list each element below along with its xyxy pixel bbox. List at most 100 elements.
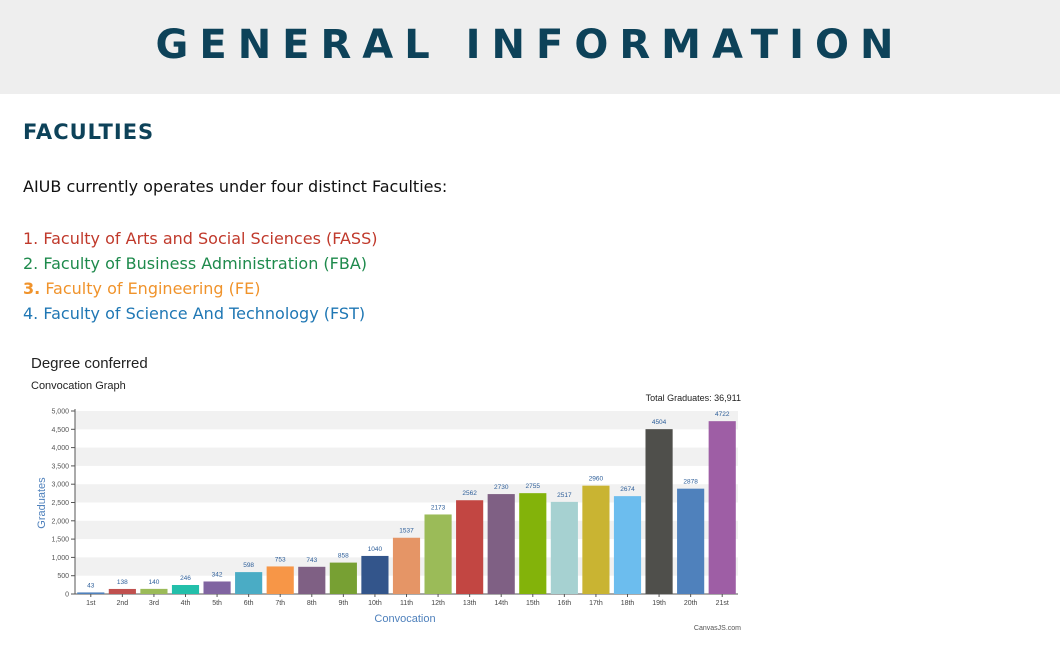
- bar: [487, 494, 515, 594]
- y-tick-label: 2,000: [51, 518, 69, 525]
- data-label: 2517: [557, 492, 572, 499]
- data-label: 1040: [368, 546, 383, 553]
- page-title: GENERAL INFORMATION: [155, 22, 905, 68]
- grid-band: [75, 484, 738, 503]
- x-axis-title: Convocation: [374, 613, 435, 625]
- y-tick-label: 1,500: [51, 537, 69, 544]
- x-tick-label: 4th: [181, 600, 191, 607]
- data-label: 743: [306, 557, 317, 564]
- faculty-list: 1. Faculty of Arts and Social Sciences (…: [23, 226, 377, 326]
- y-tick-label: 4,000: [51, 445, 69, 452]
- data-label: 342: [212, 571, 223, 578]
- data-label: 2755: [526, 483, 541, 490]
- data-label: 4722: [715, 411, 730, 418]
- chart-credit: CanvasJS.com: [694, 625, 741, 632]
- bar: [235, 572, 263, 594]
- x-tick-label: 5th: [212, 600, 222, 607]
- data-label: 2674: [620, 486, 635, 493]
- x-tick-label: 6th: [244, 600, 254, 607]
- x-tick-label: 1st: [86, 600, 95, 607]
- data-label: 2562: [462, 490, 477, 497]
- bar: [298, 566, 326, 594]
- bar: [645, 429, 673, 594]
- bar: [171, 584, 200, 594]
- x-tick-label: 13th: [463, 600, 477, 607]
- grid-band: [75, 411, 738, 430]
- faculty-name: Faculty of Business Administration (FBA): [43, 254, 368, 273]
- y-tick-label: 4,500: [51, 427, 69, 434]
- y-tick-label: 500: [57, 573, 69, 580]
- data-label: 2173: [431, 504, 446, 511]
- x-tick-label: 21st: [716, 600, 729, 607]
- x-tick-label: 12th: [431, 600, 445, 607]
- bar: [140, 588, 168, 594]
- faculty-number: 1.: [23, 229, 39, 248]
- bar: [108, 588, 136, 594]
- data-label: 138: [117, 579, 128, 586]
- section-title: FACULTIES: [23, 120, 155, 144]
- x-tick-label: 16th: [558, 600, 572, 607]
- data-label: 43: [87, 582, 95, 589]
- grid-band: [75, 447, 738, 466]
- data-label: 2960: [589, 476, 604, 483]
- y-tick-label: 3,500: [51, 463, 69, 470]
- x-tick-label: 15th: [526, 600, 540, 607]
- data-label: 4504: [652, 419, 667, 426]
- data-label: 140: [148, 579, 159, 586]
- x-tick-label: 8th: [307, 600, 317, 607]
- faculty-name: Faculty of Arts and Social Sciences (FAS…: [43, 229, 378, 248]
- y-tick-label: 5,000: [51, 409, 69, 416]
- bar: [677, 488, 705, 594]
- faculty-item: 2. Faculty of Business Administration (F…: [23, 251, 377, 276]
- x-tick-label: 3rd: [149, 600, 159, 607]
- x-tick-label: 2nd: [117, 600, 129, 607]
- data-label: 858: [338, 553, 349, 560]
- bar: [266, 566, 294, 594]
- bar: [613, 496, 642, 594]
- x-tick-label: 18th: [621, 600, 635, 607]
- faculty-item: 1. Faculty of Arts and Social Sciences (…: [23, 226, 377, 251]
- data-label: 246: [180, 575, 191, 582]
- faculty-number: 4.: [23, 304, 39, 323]
- header-banner: GENERAL INFORMATION: [0, 0, 1060, 94]
- y-axis-title: Graduates: [36, 477, 48, 529]
- bar: [361, 555, 389, 594]
- bar: [329, 562, 357, 594]
- faculty-number: 3.: [23, 279, 41, 298]
- data-label: 2878: [683, 479, 698, 486]
- y-tick-label: 1,000: [51, 555, 69, 562]
- x-tick-label: 17th: [589, 600, 603, 607]
- plot-area: 0 500 1,000 1,500 2,000 2,500 3,000 3,500 4,000 4…: [51, 409, 738, 607]
- bar: [519, 493, 547, 594]
- data-label: 1537: [399, 528, 414, 535]
- intro-text: AIUB currently operates under four disti…: [23, 177, 448, 196]
- faculty-item: 4. Faculty of Science And Technology (FS…: [23, 301, 377, 326]
- data-label: 598: [243, 562, 254, 569]
- x-tick-label: 19th: [652, 600, 666, 607]
- y-tick-label: 0: [65, 592, 69, 599]
- bar: [392, 537, 421, 594]
- x-tick-label: 14th: [494, 600, 508, 607]
- faculty-name: Faculty of Science And Technology (FST): [43, 304, 366, 323]
- bar: [424, 514, 452, 594]
- bar: [77, 592, 105, 594]
- chart-container: Degree conferred Convocation Graph Total…: [0, 345, 760, 645]
- x-tick-label: 10th: [368, 600, 382, 607]
- x-tick-label: 9th: [338, 600, 348, 607]
- bar: [582, 485, 610, 594]
- x-tick-label: 7th: [275, 600, 285, 607]
- bar: [203, 581, 231, 594]
- y-tick-label: 3,000: [51, 482, 69, 489]
- y-tick-label: 2,500: [51, 500, 69, 507]
- total-graduates-annotation: Total Graduates: 36,911: [646, 393, 741, 403]
- bar: [550, 501, 578, 594]
- chart-subtitle: Convocation Graph: [31, 380, 126, 392]
- x-tick-label: 11th: [400, 600, 413, 607]
- bar-chart: Degree conferred Convocation Graph Total…: [31, 355, 741, 632]
- x-tick-label: 20th: [684, 600, 698, 607]
- bar: [456, 500, 484, 594]
- chart-title: Degree conferred: [31, 355, 148, 372]
- faculty-name: Faculty of Engineering (FE): [45, 279, 261, 298]
- faculty-number: 2.: [23, 254, 39, 273]
- bar: [708, 421, 736, 594]
